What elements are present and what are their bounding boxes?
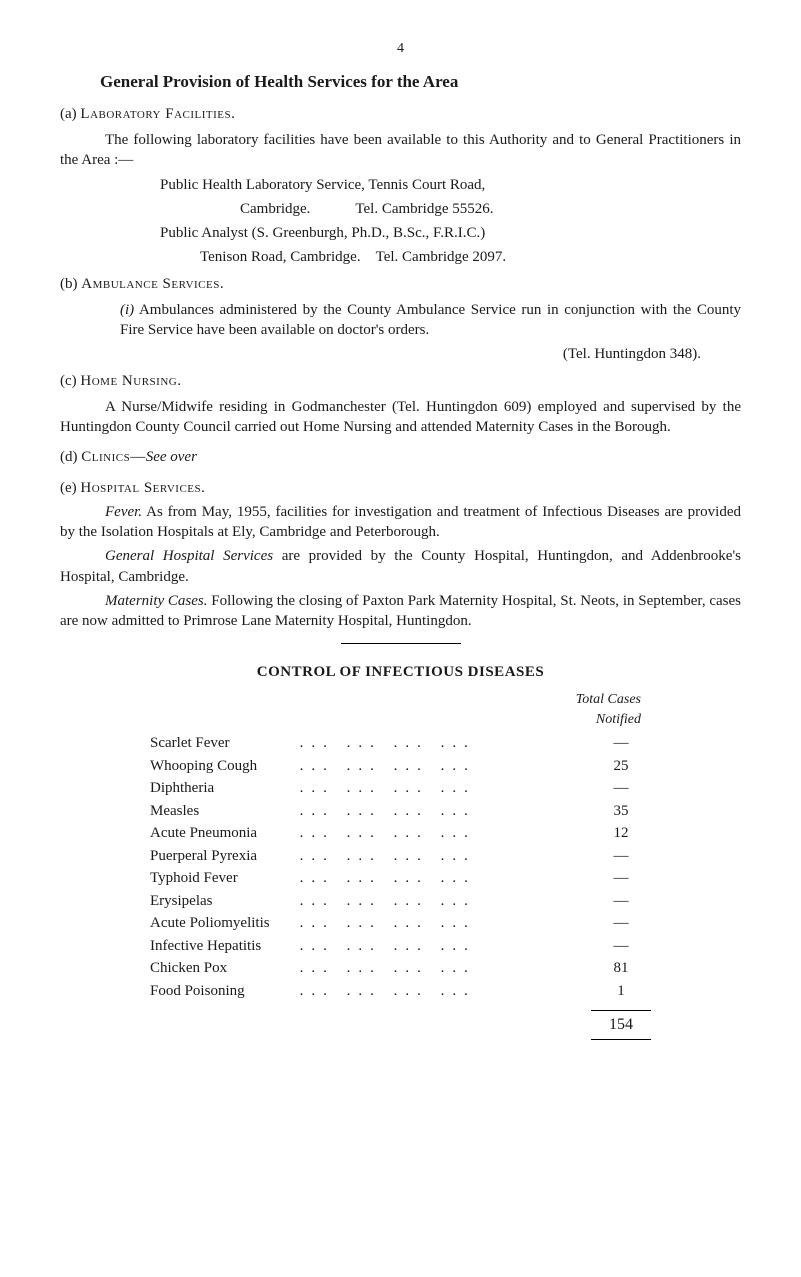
section-c-label: (c)	[60, 373, 77, 389]
table-row: Scarlet Fever... ... ... ...—	[150, 732, 651, 755]
disease-value: 1	[591, 980, 651, 1003]
section-d-label: (d)	[60, 449, 78, 465]
section-a-label: (a)	[60, 106, 77, 122]
section-a-caps: Laboratory Facilities.	[80, 106, 235, 122]
fever-para: Fever. As from May, 1955, facilities for…	[60, 502, 741, 543]
section-a-line4: Tenison Road, Cambridge. Tel. Cambridge …	[200, 247, 741, 267]
dots: ... ... ... ...	[292, 980, 591, 1003]
disease-value: 12	[591, 822, 651, 845]
disease-value: —	[591, 867, 651, 890]
section-e-heading: (e) Hospital Services.	[60, 478, 741, 498]
section-b-tel: (Tel. Huntingdon 348).	[60, 344, 741, 364]
table-row: Typhoid Fever... ... ... ...—	[150, 867, 651, 890]
general-label: General Hospital Services	[105, 548, 273, 564]
disease-value: —	[591, 912, 651, 935]
disease-table: Scarlet Fever... ... ... ...—Whooping Co…	[150, 732, 651, 1002]
table-row: Diphtheria... ... ... ...—	[150, 777, 651, 800]
page-number: 4	[60, 40, 741, 59]
table-header2: Notified	[60, 711, 741, 730]
disease-label: Measles	[150, 800, 292, 823]
dots: ... ... ... ...	[292, 755, 591, 778]
maternity-para: Maternity Cases. Following the closing o…	[60, 591, 741, 632]
disease-value: —	[591, 777, 651, 800]
section-d-see: See over	[146, 449, 197, 465]
section-a-line2: Cambridge. Tel. Cambridge 55526.	[240, 199, 741, 219]
disease-label: Typhoid Fever	[150, 867, 292, 890]
section-a-line3: Public Analyst (S. Greenburgh, Ph.D., B.…	[160, 223, 741, 243]
section-b-para: (i) Ambulances administered by the Count…	[120, 300, 741, 341]
disease-label: Acute Poliomyelitis	[150, 912, 292, 935]
table-row: Infective Hepatitis... ... ... ...—	[150, 935, 651, 958]
page-title: General Provision of Health Services for…	[100, 71, 741, 94]
dots: ... ... ... ...	[292, 867, 591, 890]
section-e-caps: Hospital Services.	[80, 480, 205, 496]
dots: ... ... ... ...	[292, 732, 591, 755]
dots: ... ... ... ...	[292, 890, 591, 913]
table-row: Whooping Cough... ... ... ...25	[150, 755, 651, 778]
disease-value: —	[591, 732, 651, 755]
table-row: Puerperal Pyrexia... ... ... ...—	[150, 845, 651, 868]
disease-label: Whooping Cough	[150, 755, 292, 778]
section-b-heading: (b) Ambulance Services.	[60, 274, 741, 294]
dots: ... ... ... ...	[292, 912, 591, 935]
disease-label: Infective Hepatitis	[150, 935, 292, 958]
dots: ... ... ... ...	[292, 777, 591, 800]
disease-value: —	[591, 890, 651, 913]
maternity-label: Maternity Cases.	[105, 593, 208, 609]
section-b-caps: Ambulance Services.	[81, 276, 224, 292]
section-d-heading: (d) Clinics—See over	[60, 447, 741, 467]
fever-text: As from May, 1955, facilities for invest…	[60, 504, 741, 540]
section-b-label: (b)	[60, 276, 78, 292]
disease-label: Diphtheria	[150, 777, 292, 800]
table-row: Erysipelas... ... ... ...—	[150, 890, 651, 913]
table-row: Measles... ... ... ...35	[150, 800, 651, 823]
disease-label: Erysipelas	[150, 890, 292, 913]
section-c-caps: Home Nursing.	[80, 373, 181, 389]
section-c-para: A Nurse/Midwife residing in Godmancheste…	[60, 397, 741, 438]
dots: ... ... ... ...	[292, 935, 591, 958]
table-header1: Total Cases	[60, 691, 741, 710]
disease-label: Food Poisoning	[150, 980, 292, 1003]
divider	[341, 643, 461, 644]
table-total: 154	[591, 1010, 651, 1040]
disease-value: —	[591, 845, 651, 868]
disease-label: Scarlet Fever	[150, 732, 292, 755]
fever-label: Fever.	[105, 504, 142, 520]
dots: ... ... ... ...	[292, 800, 591, 823]
disease-value: —	[591, 935, 651, 958]
section-a-para: The following laboratory facilities have…	[60, 130, 741, 171]
disease-value: 35	[591, 800, 651, 823]
disease-value: 81	[591, 957, 651, 980]
table-row: Chicken Pox... ... ... ...81	[150, 957, 651, 980]
disease-label: Acute Pneumonia	[150, 822, 292, 845]
table-row: Acute Poliomyelitis... ... ... ...—	[150, 912, 651, 935]
section-a-heading: (a) Laboratory Facilities.	[60, 104, 741, 124]
table-row: Acute Pneumonia... ... ... ...12	[150, 822, 651, 845]
general-para: General Hospital Services are provided b…	[60, 546, 741, 587]
dots: ... ... ... ...	[292, 822, 591, 845]
dots: ... ... ... ...	[292, 957, 591, 980]
section-d-caps: Clinics—	[81, 449, 145, 465]
section-b-text: Ambulances administered by the County Am…	[120, 302, 741, 338]
section-e-label: (e)	[60, 480, 77, 496]
disease-label: Chicken Pox	[150, 957, 292, 980]
dots: ... ... ... ...	[292, 845, 591, 868]
section-b-sublabel: (i)	[120, 302, 134, 318]
section-a-line1: Public Health Laboratory Service, Tennis…	[160, 175, 741, 195]
table-title: CONTROL OF INFECTIOUS DISEASES	[60, 662, 741, 682]
total-row: 154	[150, 1002, 651, 1040]
disease-value: 25	[591, 755, 651, 778]
disease-label: Puerperal Pyrexia	[150, 845, 292, 868]
table-row: Food Poisoning... ... ... ...1	[150, 980, 651, 1003]
section-c-heading: (c) Home Nursing.	[60, 371, 741, 391]
